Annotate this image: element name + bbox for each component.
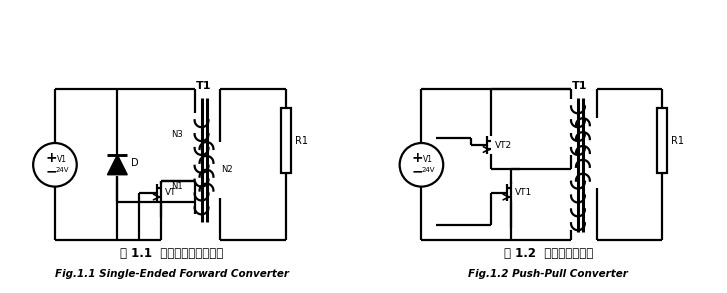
Text: V1: V1 [57, 155, 67, 164]
Text: 24V: 24V [422, 167, 435, 173]
Text: 图 1.1  单端正激式变换电路: 图 1.1 单端正激式变换电路 [120, 248, 223, 260]
Polygon shape [108, 155, 127, 175]
Bar [657, 108, 667, 173]
Text: R1: R1 [671, 136, 684, 146]
Text: VT1: VT1 [515, 188, 532, 197]
Text: T1: T1 [196, 81, 212, 91]
Text: N3: N3 [171, 130, 182, 139]
Text: +: + [45, 151, 57, 165]
Text: T1: T1 [572, 81, 587, 91]
Text: Fig.1.2 Push-Pull Converter: Fig.1.2 Push-Pull Converter [468, 269, 628, 279]
Bar [281, 108, 291, 173]
Text: 图 1.2  推挽式变换电路: 图 1.2 推挽式变换电路 [504, 248, 593, 260]
Text: VT: VT [165, 188, 177, 197]
Text: D: D [131, 158, 139, 168]
Text: VT2: VT2 [495, 141, 512, 149]
Text: +: + [411, 151, 423, 165]
Text: −: − [411, 165, 423, 179]
Text: R1: R1 [294, 136, 308, 146]
Text: −: − [45, 165, 57, 179]
Text: 24V: 24V [55, 167, 68, 173]
Text: Fig.1.1 Single-Ended Forward Converter: Fig.1.1 Single-Ended Forward Converter [55, 269, 289, 279]
Text: N2: N2 [222, 165, 233, 174]
Text: V1: V1 [423, 155, 433, 164]
Text: N1: N1 [171, 182, 182, 191]
